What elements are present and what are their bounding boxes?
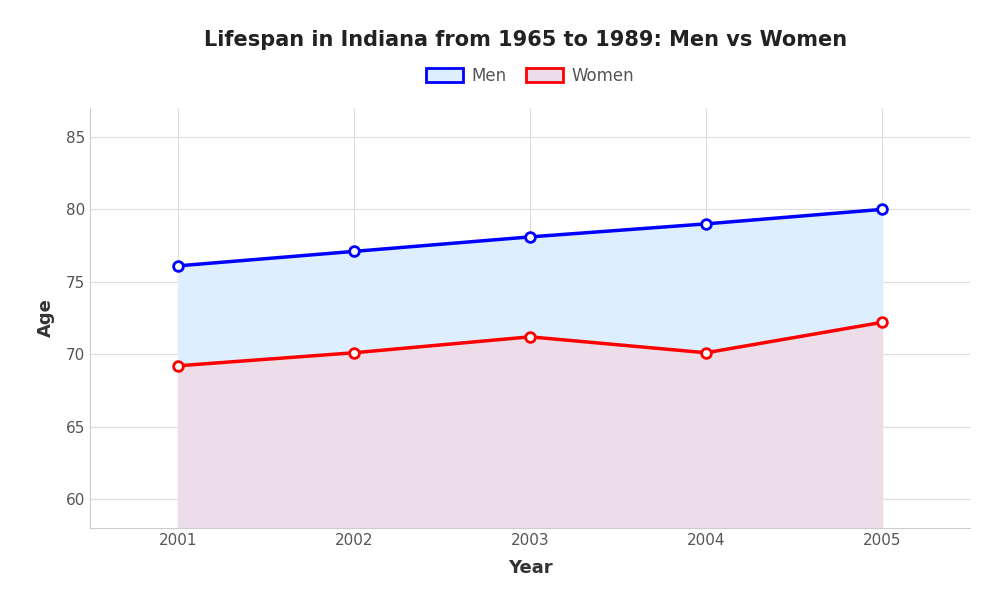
Legend: Men, Women: Men, Women — [421, 62, 639, 90]
X-axis label: Year: Year — [508, 559, 552, 577]
Y-axis label: Age: Age — [37, 299, 55, 337]
Text: Lifespan in Indiana from 1965 to 1989: Men vs Women: Lifespan in Indiana from 1965 to 1989: M… — [204, 29, 848, 49]
